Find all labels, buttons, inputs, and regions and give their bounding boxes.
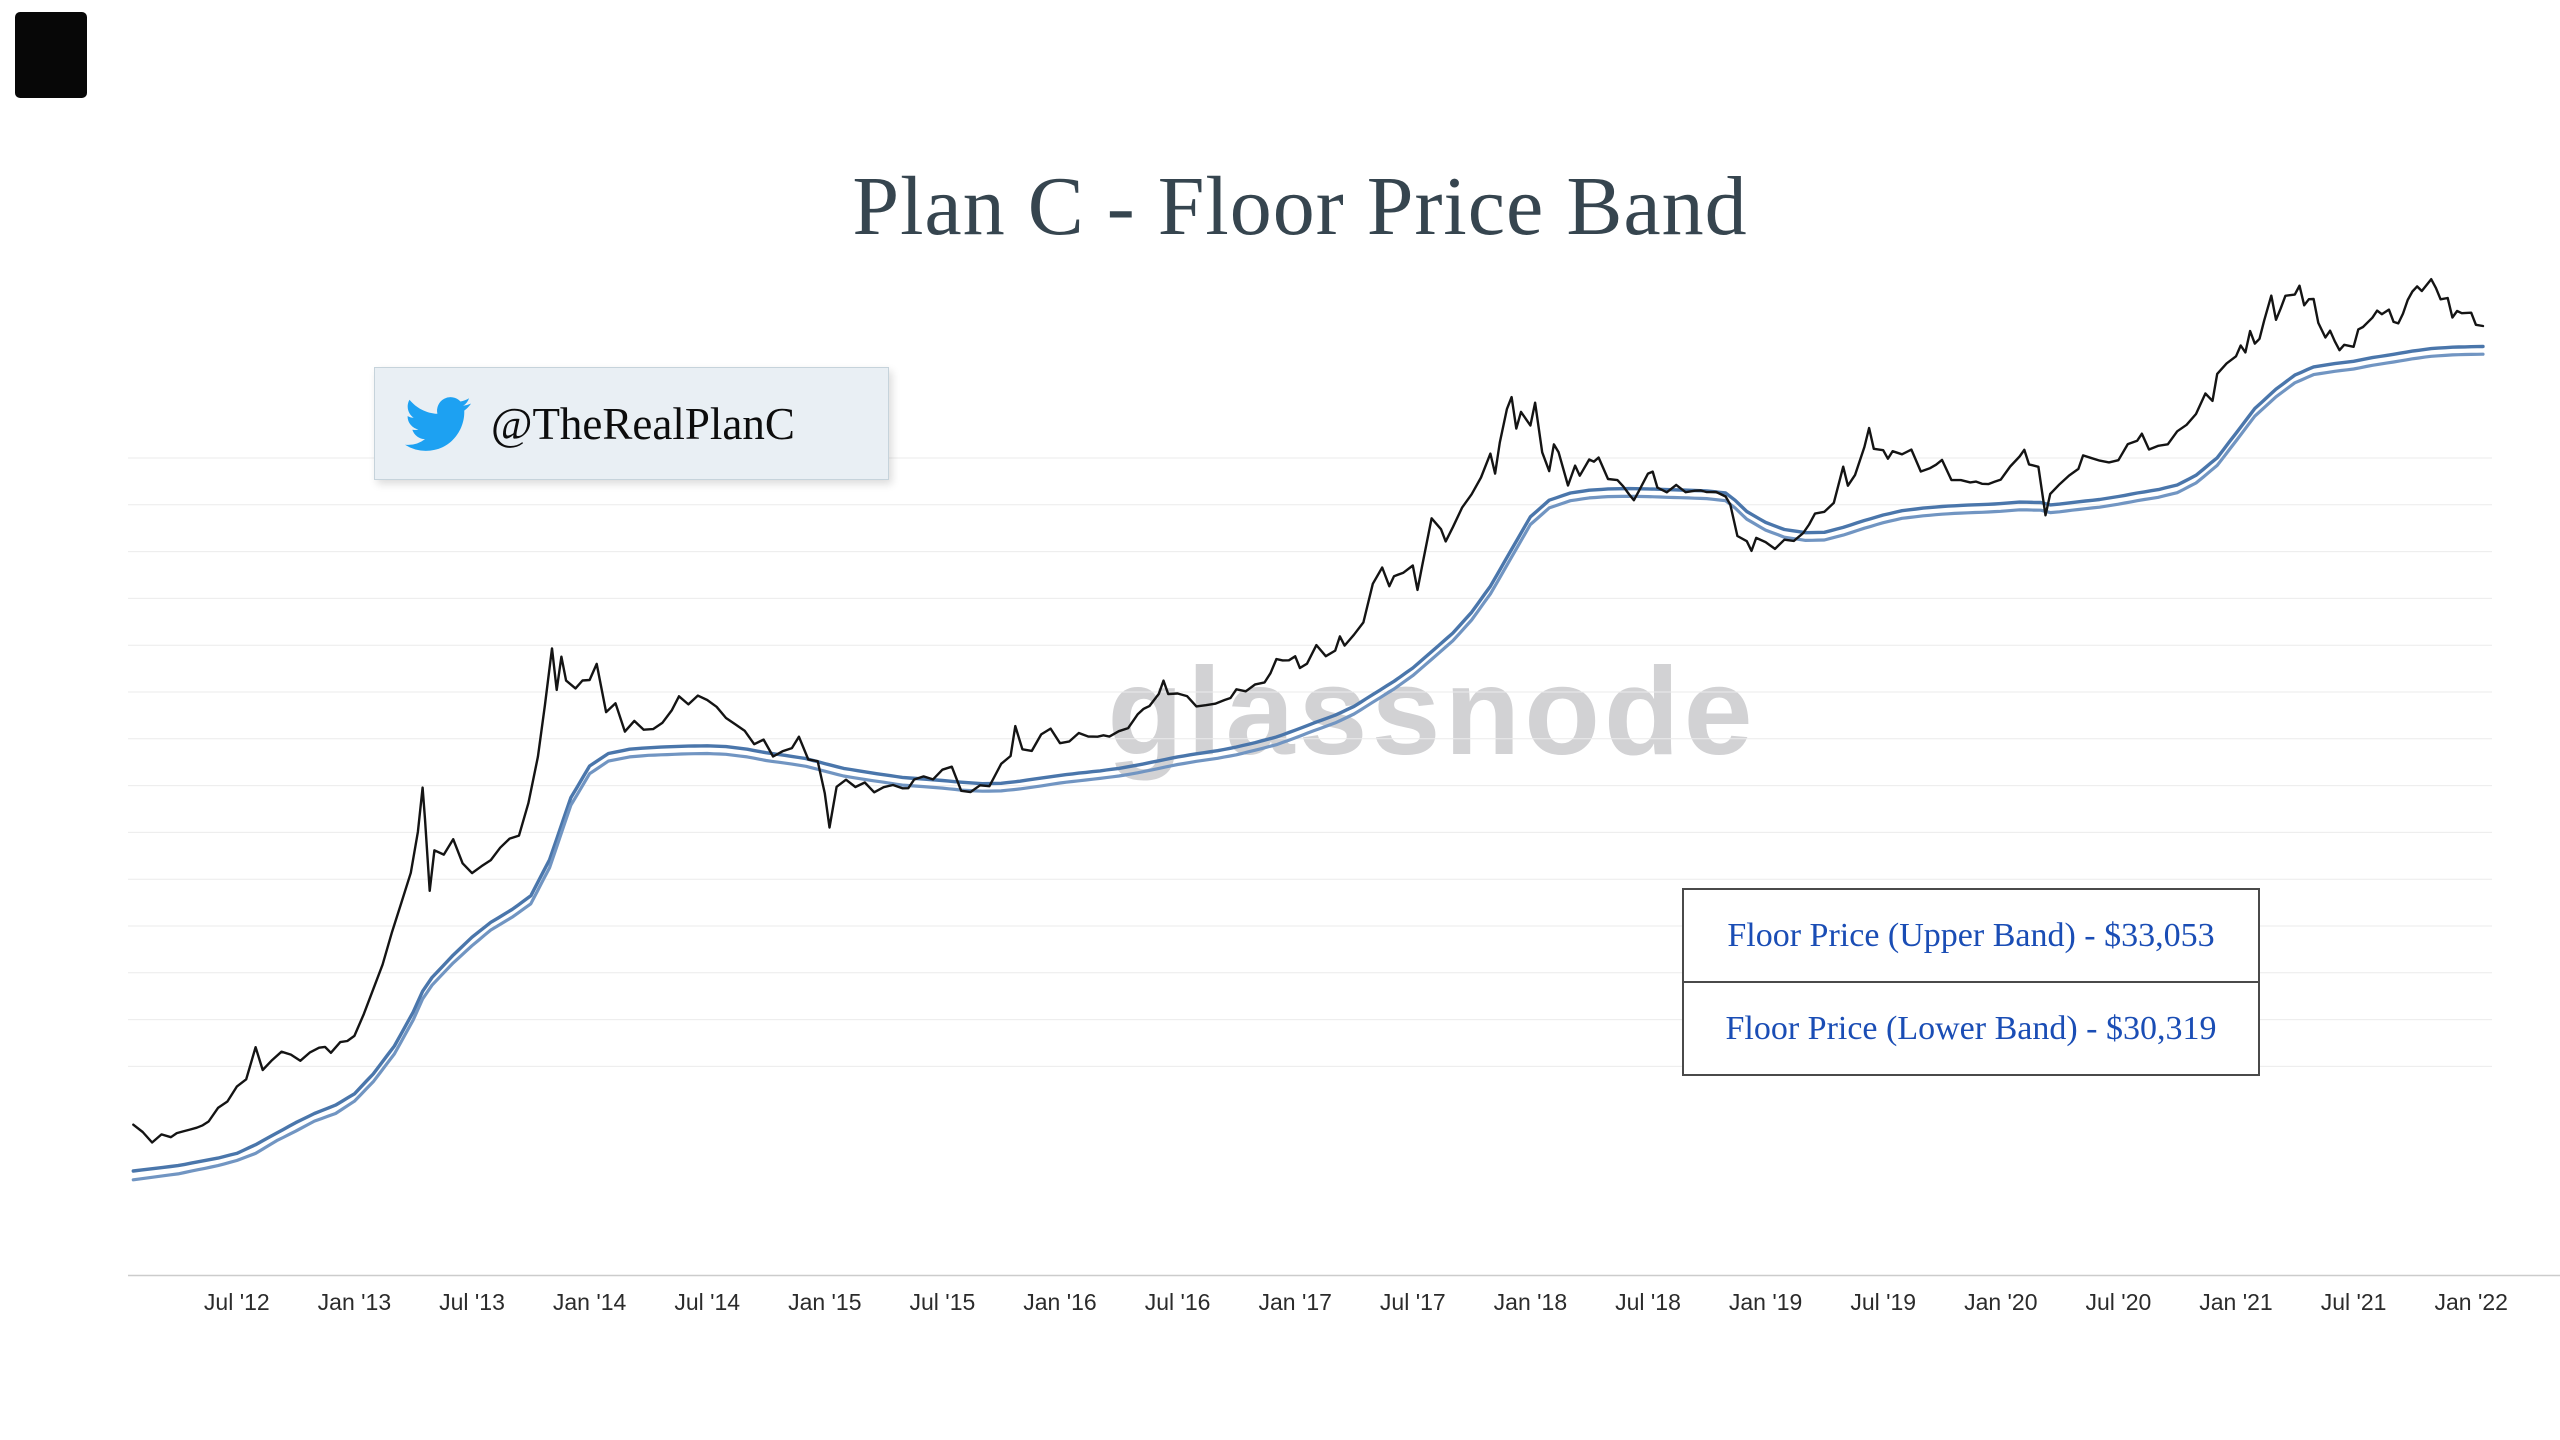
x-tick-label: Jul '19 [1850, 1289, 1916, 1315]
x-tick-label: Jul '13 [439, 1289, 505, 1315]
x-tick-label: Jul '15 [910, 1289, 976, 1315]
x-tick-label: Jan '16 [1023, 1289, 1096, 1315]
floor-price-legend: Floor Price (Upper Band) - $33,053 Floor… [1682, 888, 2260, 1076]
x-tick-label: Jul '21 [2321, 1289, 2387, 1315]
x-tick-label: Jul '17 [1380, 1289, 1446, 1315]
x-tick-label: Jan '13 [318, 1289, 391, 1315]
x-tick-label: Jul '14 [674, 1289, 740, 1315]
twitter-badge[interactable]: @TheRealPlanC [374, 367, 889, 480]
floor-lower-band-line [131, 352, 2485, 1182]
legend-row-upper-band[interactable]: Floor Price (Upper Band) - $33,053 [1684, 890, 2258, 981]
legend-upper-band-label: Floor Price (Upper Band) - $33,053 [1727, 916, 2215, 954]
price-line [132, 278, 2485, 1144]
x-tick-label: Jul '20 [2086, 1289, 2152, 1315]
x-tick-label: Jul '18 [1615, 1289, 1681, 1315]
x-tick-label: Jan '14 [553, 1289, 627, 1315]
legend-row-lower-band[interactable]: Floor Price (Lower Band) - $30,319 [1684, 981, 2258, 1074]
x-tick-label: Jul '12 [204, 1289, 270, 1315]
x-tick-label: Jan '15 [788, 1289, 861, 1315]
chart-title: Plan C - Floor Price Band [852, 160, 1748, 253]
corner-artifact [15, 12, 87, 98]
x-tick-label: Jul '16 [1145, 1289, 1211, 1315]
twitter-bird-icon [405, 396, 471, 451]
x-tick-label: Jan '17 [1258, 1289, 1331, 1315]
legend-lower-band-label: Floor Price (Lower Band) - $30,319 [1725, 1009, 2217, 1047]
floor-upper-band-line [131, 344, 2485, 1173]
twitter-handle: @TheRealPlanC [491, 398, 795, 449]
x-tick-label: Jan '22 [2434, 1289, 2507, 1315]
x-tick-label: Jan '19 [1729, 1289, 1802, 1315]
x-tick-label: Jan '20 [1964, 1289, 2037, 1315]
x-tick-label: Jan '21 [2199, 1289, 2272, 1315]
x-tick-label: Jan '18 [1494, 1289, 1567, 1315]
